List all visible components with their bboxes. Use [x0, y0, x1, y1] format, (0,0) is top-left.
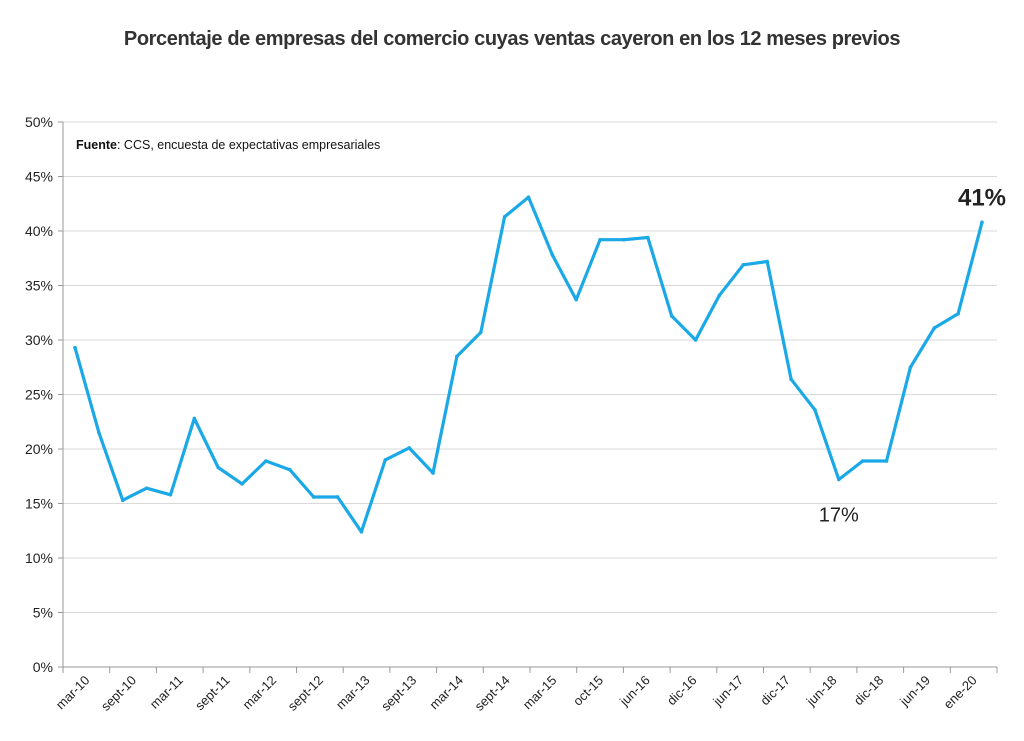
data-point: [646, 235, 650, 240]
x-tick-label: dic-16: [664, 673, 700, 709]
data-point: [288, 467, 292, 472]
data-point: [884, 459, 889, 463]
data-point: [717, 293, 722, 298]
data-point: [765, 259, 769, 264]
data-point: [168, 492, 173, 497]
x-tick-label: dic-18: [851, 673, 887, 709]
data-point: [478, 330, 483, 335]
y-tick-label: 45%: [25, 169, 53, 185]
x-axis-ticks: mar-10 sept-10 mar-11 sept-11 mar-12 sept-12 m…: [53, 667, 998, 714]
data-point: [335, 495, 340, 499]
data-point: [836, 477, 841, 482]
series-layer: [73, 195, 984, 534]
series-line: [73, 195, 984, 534]
x-tick-label: dic-17: [757, 673, 793, 709]
y-tick-label: 10%: [25, 550, 53, 566]
y-tick-label: 20%: [25, 441, 53, 457]
data-point: [359, 530, 364, 534]
data-point: [455, 354, 459, 359]
y-tick-label: 35%: [25, 278, 53, 294]
data-point: [311, 495, 316, 499]
y-tick-label: 25%: [25, 387, 53, 403]
gridlines: [63, 121, 997, 613]
data-point: [598, 237, 602, 242]
x-tick-label: mar-12: [240, 673, 280, 713]
data-point: [502, 215, 507, 219]
x-tick-label: jun-18: [803, 673, 840, 710]
data-point: [97, 430, 101, 435]
y-tick-label: 50%: [25, 114, 53, 130]
annotation-label: 17%: [819, 505, 859, 527]
x-tick-label: sept-14: [471, 673, 512, 714]
source-text: : CCS, encuesta de expectativas empresar…: [117, 138, 380, 152]
data-point: [622, 237, 626, 242]
data-point: [73, 345, 77, 350]
y-tick-label: 30%: [25, 332, 53, 348]
y-tick-label: 5%: [33, 605, 53, 621]
data-point: [574, 297, 579, 302]
x-tick-label: mar-15: [520, 673, 560, 713]
data-point: [383, 458, 388, 462]
data-point: [144, 486, 149, 491]
y-axis-ticks: 0% 5% 10% 15% 20% 25% 30% 35% 40% 45% 50%: [25, 114, 63, 675]
x-tick-label: sept-11: [192, 673, 233, 714]
x-tick-label: jun-16: [616, 673, 653, 710]
data-point: [264, 459, 268, 463]
x-tick-label: jun-17: [709, 673, 746, 710]
chart-title: Porcentaje de empresas del comercio cuya…: [123, 28, 901, 50]
x-tick-label: jun-19: [896, 673, 933, 710]
x-tick-label: mar-14: [426, 673, 466, 713]
x-tick-label: sept-10: [98, 673, 139, 714]
data-point: [120, 498, 125, 503]
annotation-label: 41%: [958, 184, 1006, 211]
source-label: Fuente: [76, 138, 117, 152]
data-point: [741, 262, 746, 267]
data-point: [407, 446, 411, 450]
x-tick-label: sept-12: [285, 673, 326, 714]
data-point: [860, 459, 865, 463]
annotations: 41% 17%: [819, 184, 1006, 526]
data-point: [669, 314, 674, 318]
data-point: [550, 253, 555, 257]
data-point: [789, 377, 793, 382]
x-tick-label: mar-13: [333, 673, 373, 713]
data-point: [216, 465, 221, 470]
data-point: [932, 326, 937, 330]
y-tick-label: 40%: [25, 223, 53, 239]
x-tick-label: oct-15: [570, 673, 606, 709]
data-point: [908, 365, 913, 370]
x-tick-label: sept-13: [378, 673, 419, 714]
data-point: [431, 471, 435, 475]
data-point: [693, 338, 698, 342]
x-tick-label: mar-11: [147, 673, 186, 712]
data-point: [526, 195, 531, 200]
data-point: [956, 312, 960, 316]
source-note: Fuente: CCS, encuesta de expectativas em…: [76, 138, 380, 152]
data-point: [192, 416, 197, 421]
data-point: [980, 220, 984, 225]
data-point: [813, 407, 817, 412]
y-tick-label: 0%: [33, 659, 53, 675]
y-tick-label: 15%: [25, 496, 53, 512]
data-point: [240, 482, 244, 486]
x-tick-label: ene-20: [941, 673, 980, 712]
x-tick-label: mar-10: [53, 673, 93, 713]
